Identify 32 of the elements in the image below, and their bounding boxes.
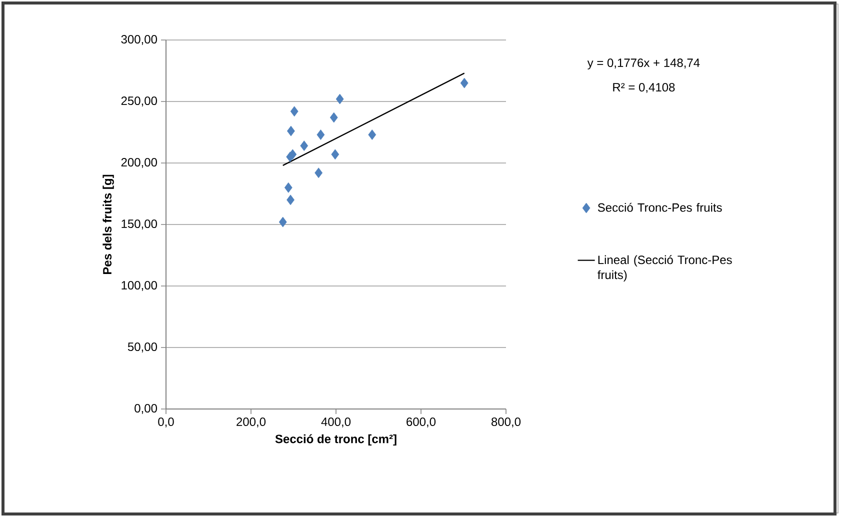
y-tick-label: 50,00 <box>128 342 158 352</box>
point <box>314 168 323 178</box>
y-tick-label: 250,00 <box>121 96 158 106</box>
y-tick-label: 200,00 <box>121 158 158 168</box>
point <box>331 149 340 160</box>
y-tick-label: 300,00 <box>121 35 158 45</box>
y-axis-title: Pes dels fruits [g] <box>102 174 114 274</box>
legend-label: Lineal (Secció Tronc-Pes fruits) <box>598 255 732 282</box>
point <box>336 94 344 104</box>
point <box>288 149 297 160</box>
y-tick-label: 150,00 <box>122 220 158 230</box>
x-tick-label: 400,0 <box>321 418 351 428</box>
point <box>368 130 376 140</box>
text: R² = 0,4108 <box>613 83 675 93</box>
x-tick-label: 200,0 <box>236 418 266 428</box>
x-tick-label: 0,0 <box>158 418 174 428</box>
point <box>330 112 338 123</box>
point <box>300 140 308 151</box>
point <box>286 194 294 206</box>
point <box>316 130 325 140</box>
x-axis-title: Secció de tronc [cm²] <box>275 434 396 446</box>
point <box>290 106 298 117</box>
point <box>284 182 292 193</box>
y-tick-label: 100,00 <box>122 281 158 291</box>
y-tick-label: 0,00 <box>134 404 158 414</box>
x-tick-label: 600,0 <box>406 418 436 428</box>
legend-label: Secció Tronc-Pes fruits <box>598 202 722 212</box>
point <box>287 126 295 136</box>
x-tick-label: 800,0 <box>492 418 521 428</box>
point <box>460 78 468 88</box>
text: y = 0,1776x + 148,74 <box>587 58 700 70</box>
point <box>278 216 287 228</box>
